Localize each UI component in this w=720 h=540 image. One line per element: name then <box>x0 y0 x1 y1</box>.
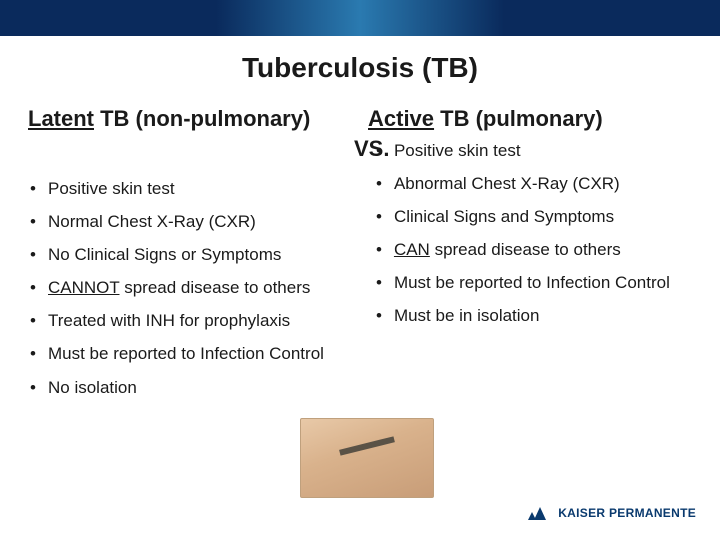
latent-heading-underlined: Latent <box>28 106 94 131</box>
list-item: Must be reported to Infection Control <box>28 343 366 365</box>
list-item: Must be reported to Infection Control <box>374 272 692 294</box>
list-item: CAN spread disease to others <box>374 239 692 261</box>
list-item: Must be in isolation <box>374 305 692 327</box>
list-item-text: spread disease to others <box>430 240 621 259</box>
list-item-text: Treated with INH for prophylaxis <box>48 311 290 330</box>
list-item-text: Abnormal Chest X-Ray (CXR) <box>394 174 620 193</box>
brand-icon <box>526 504 550 522</box>
list-item: Positive skin test <box>28 178 366 200</box>
skin-test-photo <box>300 418 434 498</box>
list-item-text: No Clinical Signs or Symptoms <box>48 245 281 264</box>
list-item: Clinical Signs and Symptoms <box>374 206 692 228</box>
active-heading-underlined: Active <box>368 106 434 131</box>
list-item-underlined: CAN <box>394 240 430 259</box>
list-item: Treated with INH for prophylaxis <box>28 310 366 332</box>
list-item: Abnormal Chest X-Ray (CXR) <box>374 173 692 195</box>
columns: Positive skin test Normal Chest X-Ray (C… <box>28 178 692 410</box>
list-item-text: Clinical Signs and Symptoms <box>394 207 614 226</box>
list-item: Positive skin test <box>374 140 692 162</box>
brand-text: KAISER PERMANENTE <box>558 506 696 520</box>
latent-heading: Latent TB (non-pulmonary) <box>28 106 310 132</box>
latent-heading-rest: TB (non-pulmonary) <box>94 106 310 131</box>
slide-title: Tuberculosis (TB) <box>28 52 692 84</box>
list-item-text: Normal Chest X-Ray (CXR) <box>48 212 256 231</box>
latent-list: Positive skin test Normal Chest X-Ray (C… <box>28 178 366 399</box>
active-heading: Active TB (pulmonary) <box>368 106 603 132</box>
list-item: Normal Chest X-Ray (CXR) <box>28 211 366 233</box>
active-column: Positive skin test Abnormal Chest X-Ray … <box>374 178 692 410</box>
active-heading-rest: TB (pulmonary) <box>434 106 603 131</box>
list-item-underlined: CANNOT <box>48 278 119 297</box>
header-band <box>0 0 720 36</box>
latent-column: Positive skin test Normal Chest X-Ray (C… <box>28 178 366 410</box>
list-item: CANNOT spread disease to others <box>28 277 366 299</box>
list-item-text: Positive skin test <box>394 141 521 160</box>
brand-footer: KAISER PERMANENTE <box>526 504 696 522</box>
slide-content: Tuberculosis (TB) Latent TB (non-pulmona… <box>0 36 720 410</box>
list-item-text: Must be reported to Infection Control <box>48 344 324 363</box>
list-item-text: No isolation <box>48 378 137 397</box>
list-item-text: Positive skin test <box>48 179 175 198</box>
list-item-text: Must be in isolation <box>394 306 540 325</box>
list-item-text: spread disease to others <box>119 278 310 297</box>
list-item: No Clinical Signs or Symptoms <box>28 244 366 266</box>
list-item: No isolation <box>28 377 366 399</box>
list-item-text: Must be reported to Infection Control <box>394 273 670 292</box>
